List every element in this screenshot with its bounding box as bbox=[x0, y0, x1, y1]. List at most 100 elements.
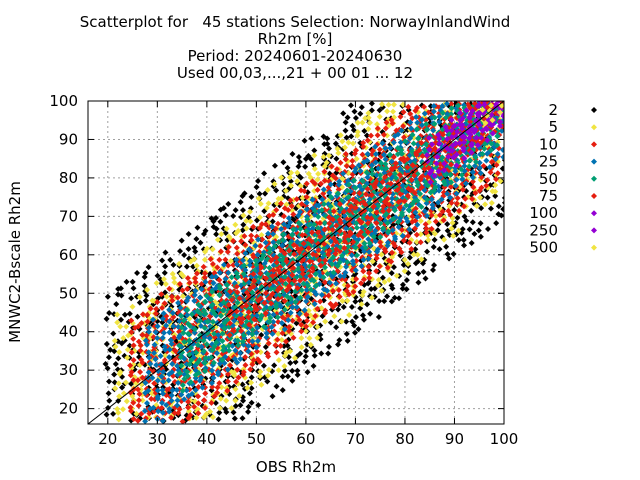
density-point-50 bbox=[352, 208, 359, 215]
density-point-5 bbox=[193, 414, 200, 421]
density-point-10 bbox=[270, 211, 277, 218]
density-point-5 bbox=[203, 411, 210, 418]
density-point-2 bbox=[376, 107, 383, 114]
density-point-5 bbox=[322, 318, 329, 325]
density-point-25 bbox=[423, 212, 430, 219]
density-point-5 bbox=[432, 213, 439, 220]
density-point-50 bbox=[377, 159, 384, 166]
density-point-2 bbox=[375, 313, 382, 320]
density-point-10 bbox=[383, 119, 390, 126]
density-point-75 bbox=[236, 295, 243, 302]
density-point-50 bbox=[415, 135, 422, 142]
density-point-75 bbox=[313, 252, 320, 259]
legend-label-50: 50 bbox=[539, 170, 558, 188]
density-point-10 bbox=[158, 404, 165, 411]
density-point-25 bbox=[159, 387, 166, 394]
density-point-10 bbox=[298, 328, 305, 335]
density-point-75 bbox=[332, 250, 339, 257]
density-point-2 bbox=[400, 261, 407, 268]
density-point-25 bbox=[421, 208, 428, 215]
density-point-75 bbox=[306, 258, 313, 265]
density-point-75 bbox=[317, 262, 324, 269]
chart-title-line-3: Period: 20240601-20240630 bbox=[187, 47, 403, 65]
density-point-75 bbox=[411, 189, 418, 196]
density-point-25 bbox=[414, 214, 421, 221]
density-point-10 bbox=[128, 317, 135, 324]
density-point-25 bbox=[191, 297, 198, 304]
density-point-5 bbox=[314, 176, 321, 183]
density-point-10 bbox=[130, 377, 137, 384]
density-point-75 bbox=[321, 226, 328, 233]
density-point-50 bbox=[414, 126, 421, 133]
density-point-50 bbox=[351, 177, 358, 184]
density-point-2 bbox=[185, 246, 192, 253]
density-point-10 bbox=[280, 213, 287, 220]
density-point-25 bbox=[216, 269, 223, 276]
density-point-25 bbox=[382, 145, 389, 152]
density-point-5 bbox=[264, 187, 271, 194]
density-point-25 bbox=[263, 334, 270, 341]
density-point-2 bbox=[363, 132, 370, 139]
density-point-2 bbox=[388, 298, 395, 305]
density-point-10 bbox=[312, 312, 319, 319]
density-point-10 bbox=[134, 417, 141, 424]
density-point-250 bbox=[476, 102, 483, 109]
density-point-50 bbox=[386, 151, 393, 158]
density-point-100 bbox=[463, 107, 470, 114]
density-point-25 bbox=[500, 154, 504, 161]
density-point-75 bbox=[368, 191, 375, 198]
density-point-10 bbox=[216, 277, 223, 284]
density-point-2 bbox=[279, 387, 286, 394]
density-point-100 bbox=[426, 134, 433, 141]
density-point-75 bbox=[245, 314, 252, 321]
density-point-2 bbox=[157, 276, 164, 283]
density-point-10 bbox=[337, 159, 344, 166]
density-point-5 bbox=[370, 245, 377, 252]
density-point-5 bbox=[271, 180, 278, 187]
density-point-10 bbox=[152, 310, 159, 317]
density-point-50 bbox=[196, 332, 203, 339]
density-point-75 bbox=[273, 259, 280, 266]
density-point-2 bbox=[436, 246, 443, 253]
density-point-250 bbox=[469, 107, 476, 114]
density-point-5 bbox=[315, 170, 322, 177]
density-point-10 bbox=[179, 287, 186, 294]
density-point-25 bbox=[198, 286, 205, 293]
legend-label-100: 100 bbox=[529, 204, 558, 222]
density-point-50 bbox=[178, 313, 185, 320]
density-point-25 bbox=[174, 402, 181, 409]
density-point-25 bbox=[303, 298, 310, 305]
density-point-10 bbox=[407, 110, 414, 117]
density-point-75 bbox=[230, 327, 237, 334]
density-point-10 bbox=[447, 183, 454, 190]
density-point-10 bbox=[224, 248, 231, 255]
density-point-250 bbox=[489, 121, 496, 128]
density-point-2 bbox=[493, 220, 500, 227]
density-point-50 bbox=[409, 131, 416, 138]
density-point-25 bbox=[387, 145, 394, 152]
density-point-5 bbox=[450, 232, 457, 239]
density-point-25 bbox=[342, 269, 349, 276]
density-point-50 bbox=[391, 170, 398, 177]
density-point-25 bbox=[147, 360, 154, 367]
density-point-50 bbox=[344, 187, 351, 194]
density-point-100 bbox=[474, 142, 481, 149]
density-point-75 bbox=[300, 240, 307, 247]
density-point-25 bbox=[461, 163, 468, 170]
density-point-5 bbox=[346, 312, 353, 319]
density-point-25 bbox=[447, 194, 454, 201]
density-point-25 bbox=[166, 346, 173, 353]
density-point-10 bbox=[298, 321, 305, 328]
density-point-2 bbox=[352, 114, 359, 121]
density-point-25 bbox=[278, 320, 285, 327]
density-point-75 bbox=[341, 238, 348, 245]
density-point-50 bbox=[345, 193, 352, 200]
density-point-75 bbox=[301, 251, 308, 258]
density-point-5 bbox=[114, 311, 121, 318]
density-point-50 bbox=[220, 347, 227, 354]
density-point-10 bbox=[214, 264, 221, 271]
density-point-250 bbox=[461, 139, 468, 146]
density-point-25 bbox=[476, 164, 483, 171]
density-point-5 bbox=[235, 227, 242, 234]
